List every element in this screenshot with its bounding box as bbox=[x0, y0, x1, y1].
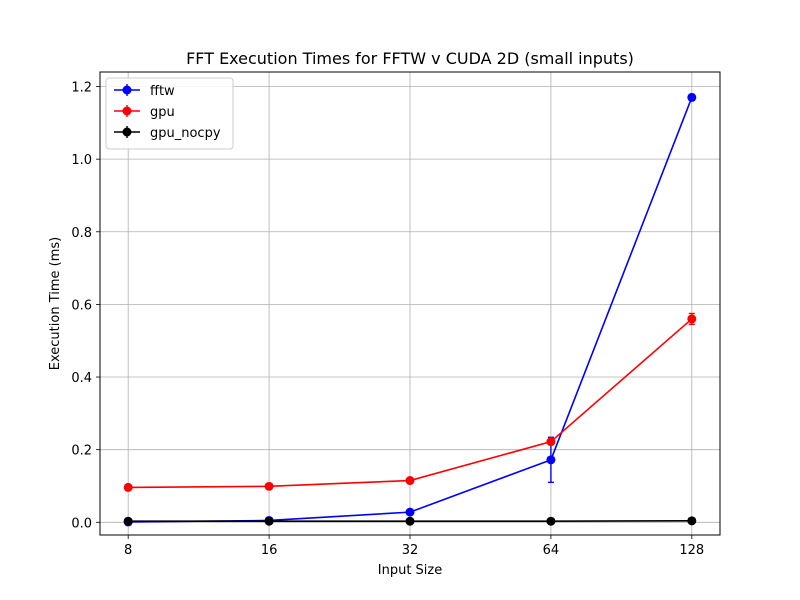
series-gpu bbox=[123, 312, 697, 492]
data-point bbox=[687, 92, 697, 102]
grid bbox=[100, 72, 720, 535]
legend-marker bbox=[122, 106, 132, 116]
y-tick-label: 0.0 bbox=[71, 516, 92, 531]
legend-marker bbox=[122, 85, 132, 95]
x-tick-label: 8 bbox=[124, 543, 132, 558]
data-point bbox=[546, 455, 556, 465]
y-tick-label: 0.4 bbox=[71, 371, 92, 386]
data-point bbox=[687, 516, 697, 526]
data-point bbox=[264, 516, 274, 526]
data-point bbox=[123, 482, 133, 492]
y-tick-label: 0.8 bbox=[71, 226, 92, 241]
x-tick-label: 128 bbox=[679, 543, 704, 558]
data-point bbox=[405, 516, 415, 526]
legend-item-gpu: gpu bbox=[114, 105, 175, 120]
legend-item-fftw: fftw bbox=[114, 84, 175, 99]
legend: fftw gpu gpu_nocpy bbox=[105, 77, 234, 150]
legend-label: gpu bbox=[150, 105, 175, 120]
data-point bbox=[687, 314, 697, 324]
data-point bbox=[405, 507, 415, 517]
y-tick-label: 0.6 bbox=[71, 298, 92, 313]
legend-label: fftw bbox=[150, 84, 175, 99]
x-tick-label: 64 bbox=[543, 543, 560, 558]
legend-label: gpu_nocpy bbox=[150, 126, 221, 141]
y-axis-label: Execution Time (ms) bbox=[48, 237, 63, 370]
ticks: 8 16 32 64 128 0.0 0.2 0.4 0.6 0.8 1.0 1.2 bbox=[71, 81, 704, 558]
data-point bbox=[546, 516, 556, 526]
x-tick-label: 16 bbox=[261, 543, 278, 558]
data-point bbox=[546, 437, 556, 447]
y-tick-label: 0.2 bbox=[71, 444, 92, 459]
y-tick-label: 1.2 bbox=[71, 81, 92, 96]
data-point bbox=[123, 516, 133, 526]
data-point bbox=[264, 481, 274, 491]
legend-item-gpu_nocpy: gpu_nocpy bbox=[114, 126, 221, 141]
series-gpu_nocpy bbox=[123, 516, 697, 526]
legend-marker bbox=[122, 127, 132, 137]
x-axis-label: Input Size bbox=[378, 563, 442, 578]
y-tick-label: 1.0 bbox=[71, 153, 92, 168]
x-tick-label: 32 bbox=[402, 543, 419, 558]
data-point bbox=[405, 476, 415, 486]
series-layer bbox=[123, 92, 697, 527]
chart-title: FFT Execution Times for FFTW v CUDA 2D (… bbox=[186, 49, 634, 68]
